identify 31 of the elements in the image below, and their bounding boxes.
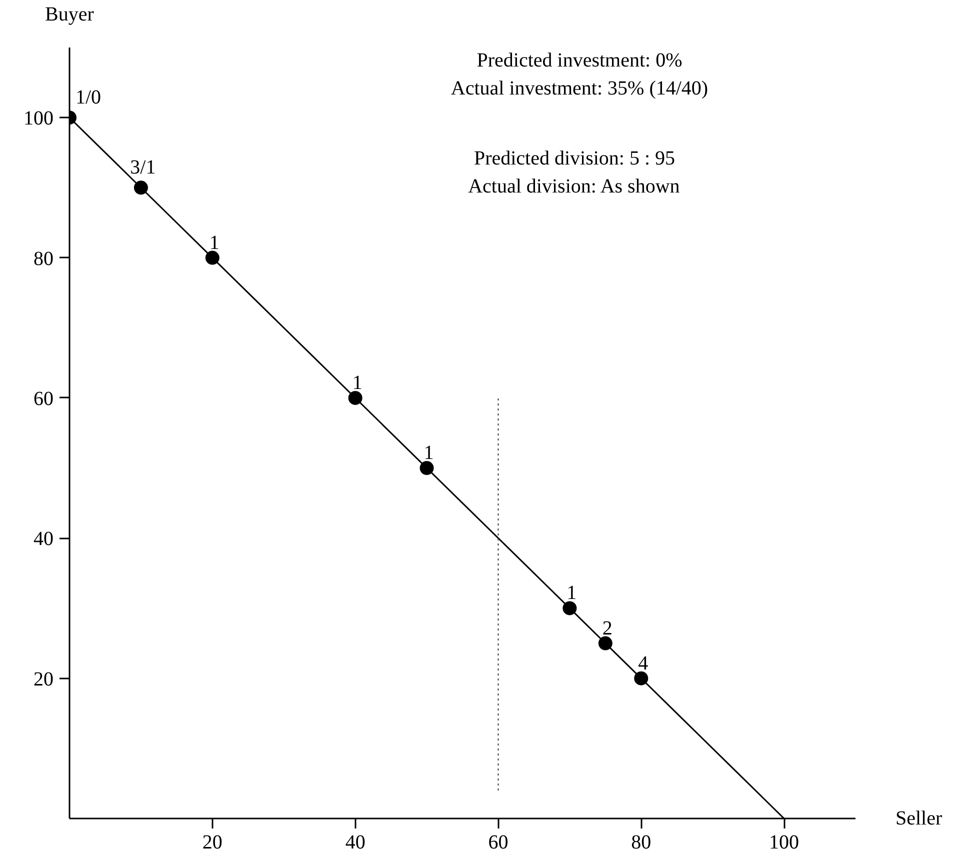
annotation: 1/0 <box>76 86 102 109</box>
x-tick-label: 20 <box>202 832 222 854</box>
y-tick-label: 40 <box>34 528 54 550</box>
y-tick-label: 60 <box>34 388 54 410</box>
annotation: 3/1 <box>130 156 156 179</box>
x-tick-label: 80 <box>631 832 652 854</box>
annotation: Predicted investment: 0% <box>476 50 682 72</box>
annotation: Actual investment: 35% (14/40) <box>450 78 708 100</box>
annotation: 1 <box>352 372 362 394</box>
point <box>634 671 648 686</box>
annotation: 1 <box>209 232 220 254</box>
point <box>348 390 362 405</box>
point <box>598 636 612 650</box>
x-tick-label: 100 <box>769 832 800 854</box>
annotation: 1 <box>566 582 577 604</box>
y-tick-label: 100 <box>24 108 54 130</box>
point <box>562 601 577 616</box>
y-tick-label: 20 <box>34 668 54 690</box>
annotation: Actual division: As shown <box>468 176 680 198</box>
annotation: Predicted division: 5 : 95 <box>474 148 676 170</box>
x-tick-label: 40 <box>345 832 366 854</box>
y-axis-title: Buyer <box>45 4 94 26</box>
x-tick-label: 60 <box>488 832 508 854</box>
y-tick-label: 80 <box>34 248 54 270</box>
point <box>420 461 434 476</box>
annotation: 2 <box>602 617 612 640</box>
x-axis-title: Seller <box>896 808 942 830</box>
annotation: 4 <box>638 652 648 674</box>
point <box>205 250 220 265</box>
point <box>134 180 148 195</box>
annotation: 1 <box>424 442 434 464</box>
